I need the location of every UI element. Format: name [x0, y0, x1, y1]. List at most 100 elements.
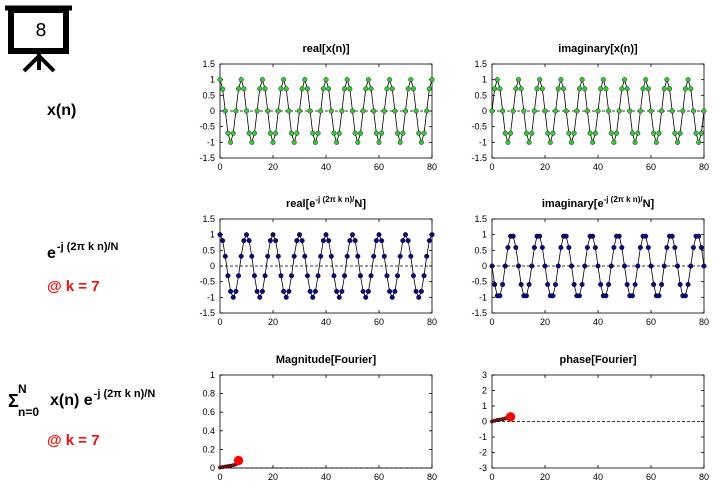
- chart-1: real[x(n)] 0 20 40 60 80 1.5 1 0.5 0 -0.5 -1 -1.5: [199, 43, 437, 172]
- x-tick-label: 40: [321, 472, 331, 482]
- data-point: [283, 86, 289, 92]
- y-tick-label: 0: [482, 106, 487, 116]
- data-point: [698, 245, 704, 251]
- y-tick-label: 0: [482, 261, 487, 271]
- data-point: [592, 130, 598, 136]
- data-point: [637, 108, 643, 114]
- x-tick-label: 60: [646, 162, 656, 172]
- data-point: [405, 238, 411, 244]
- sum-exponent: -j (2π k n)/N: [93, 388, 156, 400]
- x-tick-label: 40: [321, 162, 331, 172]
- data-point: [563, 233, 569, 239]
- data-point: [381, 253, 387, 259]
- data-point: [299, 238, 305, 244]
- x-tick-label: 0: [489, 162, 494, 172]
- data-point: [701, 263, 707, 269]
- data-point: [416, 130, 422, 136]
- data-point: [395, 273, 401, 279]
- data-point: [685, 281, 691, 287]
- data-point: [225, 273, 231, 279]
- plot-frame: [219, 374, 433, 469]
- chart-5: Magnitude[Fourier] 0 20 40 60 80 1 0.8 0.6 0.4 0.2…: [202, 354, 437, 482]
- data-point: [579, 281, 585, 287]
- data-point: [413, 288, 419, 294]
- data-point: [661, 86, 667, 92]
- data-point: [238, 77, 244, 83]
- data-point: [529, 130, 535, 136]
- data-point: [371, 253, 377, 259]
- data-point: [582, 263, 588, 269]
- data-point: [228, 288, 234, 294]
- x-tick-label: 40: [593, 162, 603, 172]
- data-point: [571, 130, 577, 136]
- data-point: [410, 273, 416, 279]
- data-point: [403, 232, 409, 238]
- y-tick-label: -2: [479, 448, 487, 458]
- data-point: [222, 253, 228, 259]
- data-point: [408, 77, 414, 83]
- data-point: [497, 86, 503, 92]
- sigma-symbol: Σ: [8, 391, 19, 411]
- x-tick-label: 80: [699, 472, 709, 482]
- data-point: [513, 245, 519, 251]
- y-tick-label: -1: [479, 292, 487, 302]
- data-point: [339, 108, 345, 114]
- data-point: [656, 293, 662, 299]
- data-point: [651, 281, 657, 287]
- sum-upper-limit: N: [18, 382, 27, 396]
- data-point: [238, 253, 244, 259]
- data-point: [688, 86, 694, 92]
- data-point: [672, 130, 678, 136]
- data-point: [611, 139, 617, 145]
- data-point: [653, 139, 659, 145]
- data-point: [537, 77, 543, 83]
- data-point: [350, 232, 356, 238]
- data-point: [342, 273, 348, 279]
- data-point: [526, 281, 532, 287]
- data-point: [513, 86, 519, 92]
- sum-k-label: @ k = 7: [47, 432, 100, 449]
- data-point: [334, 288, 340, 294]
- y-tick-label: 0.5: [474, 245, 487, 255]
- data-point: [606, 108, 612, 114]
- data-point: [516, 77, 522, 83]
- x-tick-label: 80: [699, 162, 709, 172]
- data-point: [534, 86, 540, 92]
- data-point: [304, 86, 310, 92]
- data-point: [334, 139, 340, 145]
- data-point: [624, 281, 630, 287]
- data-point: [342, 86, 348, 92]
- data-point: [357, 130, 363, 136]
- data-point: [690, 245, 696, 251]
- data-point: [381, 108, 387, 114]
- data-point: [651, 130, 657, 136]
- data-point: [312, 139, 318, 145]
- data-point: [236, 86, 242, 92]
- data-point: [629, 130, 635, 136]
- data-point: [616, 233, 622, 239]
- y-tick-label: 0.5: [474, 90, 487, 100]
- y-tick-label: -1.5: [199, 308, 215, 318]
- x-tick-label: 0: [217, 162, 222, 172]
- data-point: [569, 263, 575, 269]
- data-point: [299, 86, 305, 92]
- data-point: [331, 130, 337, 136]
- data-point: [318, 108, 324, 114]
- data-point: [283, 294, 289, 300]
- data-point: [352, 130, 358, 136]
- data-point: [262, 273, 268, 279]
- data-point: [582, 86, 588, 92]
- data-point: [643, 233, 649, 239]
- signal-label-text: x(n): [47, 102, 77, 119]
- data-point: [418, 288, 424, 294]
- data-point: [233, 108, 239, 114]
- data-point: [645, 245, 651, 251]
- y-tick-label: -3: [479, 463, 487, 473]
- data-point: [603, 86, 609, 92]
- data-point: [307, 288, 313, 294]
- chart-title: imaginary[e-j (2π k n)/N]: [542, 195, 655, 210]
- data-point: [492, 281, 498, 287]
- chart-3: real[e-j (2π k n)/N] 0 20 40 60 80 1.5 1 0.5 0 -0.…: [199, 195, 437, 327]
- data-point: [251, 130, 257, 136]
- data-point: [352, 238, 358, 244]
